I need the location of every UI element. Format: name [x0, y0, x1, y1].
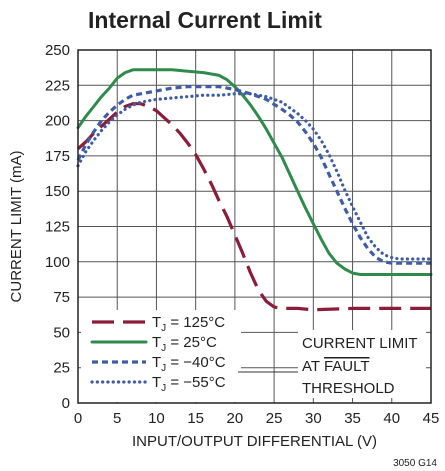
legend-label-4: TJ = −55°C: [152, 374, 226, 394]
x-tick-label: 15: [187, 410, 204, 427]
series-layer: [76, 68, 433, 312]
fault-threshold-annotation: CURRENT LIMIT AT FAULT THRESHOLD: [238, 330, 426, 398]
annotation-line-2: AT FAULT: [302, 358, 370, 375]
y-tick-label: 75: [53, 289, 70, 306]
legend: TJ = 125°CTJ = 25°CTJ = −40°CTJ = −55°C: [81, 310, 241, 402]
x-tick-label: 20: [227, 410, 244, 427]
x-tick-label: 35: [344, 410, 361, 427]
annotation-background: [298, 330, 426, 398]
x-tick-label: 0: [74, 410, 82, 427]
x-axis-label: INPUT/OUTPUT DIFFERENTIAL (V): [132, 433, 377, 450]
annotation-line-3: THRESHOLD: [302, 380, 395, 397]
x-tick-label: 10: [148, 410, 165, 427]
y-axis-label: CURRENT LIMIT (mA): [8, 151, 25, 303]
y-tick-label: 25: [53, 360, 70, 377]
x-tick-label: 30: [305, 410, 322, 427]
plot-frame: [77, 49, 432, 404]
series-line-3: [76, 85, 431, 265]
y-tick-label: 225: [45, 77, 70, 94]
x-tick-label: 40: [383, 410, 400, 427]
x-tick-label: 45: [423, 410, 440, 427]
legend-background: [81, 310, 241, 402]
legend-label-3: TJ = −40°C: [152, 354, 226, 374]
y-tick-label: 200: [45, 113, 70, 130]
annotation-line-1: CURRENT LIMIT: [302, 335, 418, 352]
series-line-4: [76, 92, 433, 261]
y-tick-label: 150: [45, 183, 70, 200]
series-line-1: [76, 102, 431, 312]
series-line-2: [76, 68, 433, 276]
x-tick-label: 5: [113, 410, 121, 427]
y-tick-label: 175: [45, 148, 70, 165]
tick-labels: 0 5 10 15 20 25 30 35 40 45 0 25 50 75 100 125 150 175 200…: [45, 42, 439, 427]
x-tick-label: 25: [266, 410, 283, 427]
figure-id: 3050 G14: [393, 458, 437, 469]
y-tick-label: 0: [62, 395, 70, 412]
y-tick-label: 250: [45, 42, 70, 59]
legend-label-2: TJ = 25°C: [152, 334, 217, 354]
y-tick-label: 125: [45, 219, 70, 236]
y-tick-label: 100: [45, 254, 70, 271]
chart-title: Internal Current Limit: [88, 7, 322, 33]
y-tick-label: 50: [53, 324, 70, 341]
legend-label-1: TJ = 125°C: [152, 314, 225, 334]
